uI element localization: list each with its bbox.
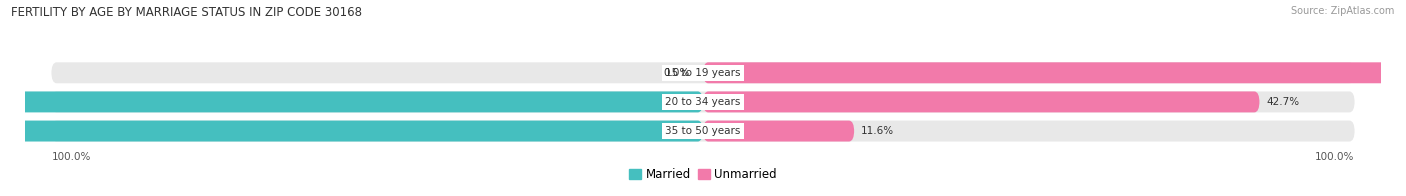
FancyBboxPatch shape xyxy=(52,121,1354,142)
FancyBboxPatch shape xyxy=(52,62,1354,83)
Text: 11.6%: 11.6% xyxy=(860,126,894,136)
FancyBboxPatch shape xyxy=(0,92,703,112)
Text: 42.7%: 42.7% xyxy=(1265,97,1299,107)
FancyBboxPatch shape xyxy=(52,92,1354,112)
Text: 100.0%: 100.0% xyxy=(52,152,91,162)
Text: 35 to 50 years: 35 to 50 years xyxy=(665,126,741,136)
Text: 0.0%: 0.0% xyxy=(664,68,690,78)
FancyBboxPatch shape xyxy=(703,121,855,142)
Text: 15 to 19 years: 15 to 19 years xyxy=(665,68,741,78)
Legend: Married, Unmarried: Married, Unmarried xyxy=(624,163,782,186)
FancyBboxPatch shape xyxy=(703,92,1260,112)
FancyBboxPatch shape xyxy=(0,121,703,142)
Text: 57.3%: 57.3% xyxy=(0,97,6,107)
Text: FERTILITY BY AGE BY MARRIAGE STATUS IN ZIP CODE 30168: FERTILITY BY AGE BY MARRIAGE STATUS IN Z… xyxy=(11,6,363,19)
Text: 100.0%: 100.0% xyxy=(1315,152,1354,162)
Text: 20 to 34 years: 20 to 34 years xyxy=(665,97,741,107)
Text: Source: ZipAtlas.com: Source: ZipAtlas.com xyxy=(1291,6,1395,16)
FancyBboxPatch shape xyxy=(703,62,1406,83)
